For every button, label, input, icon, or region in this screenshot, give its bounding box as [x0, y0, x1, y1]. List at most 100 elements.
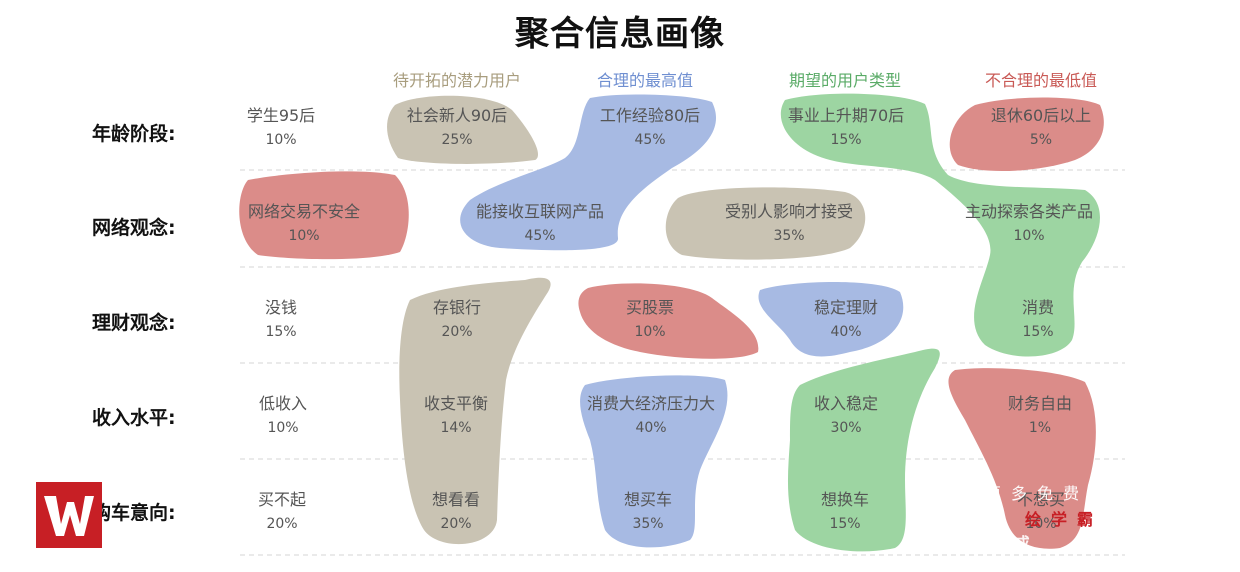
cell-name: 买不起: [257, 490, 306, 509]
cell-percent: 10%: [265, 132, 297, 148]
cell-car-look: 想看看 20%: [371, 489, 541, 535]
cell-name: 能接收互联网产品: [475, 202, 604, 221]
tan-blob-top: [387, 95, 538, 164]
blue-blob-middle: [758, 282, 904, 357]
row-label-internet: 网络观念:: [92, 217, 176, 239]
cell-finance-consume: 消费 15%: [953, 297, 1123, 343]
cell-name: 消费大经济压力大: [586, 394, 715, 413]
cell-age-career-rising: 事业上升期70后 15%: [761, 105, 931, 151]
cell-name: 想换车: [820, 490, 869, 509]
watermark-line-1: 更多免费: [985, 484, 1090, 503]
cell-percent: 45%: [524, 228, 556, 244]
cell-percent: 35%: [632, 516, 664, 532]
cell-finance-stable: 稳定理财 40%: [761, 297, 931, 343]
cell-percent: 45%: [634, 132, 666, 148]
red-blob-left: [239, 171, 409, 260]
cell-car-replace: 想换车 15%: [760, 489, 930, 535]
column-header-potential-users: 待开拓的潜力用户: [392, 71, 521, 90]
cell-name: 低收入: [258, 394, 307, 413]
cell-name: 稳定理财: [813, 298, 878, 317]
red-blob-bottom: [948, 368, 1096, 549]
cell-percent: 40%: [635, 420, 667, 436]
cell-name: 消费: [1021, 298, 1054, 317]
cell-name: 买股票: [625, 298, 674, 317]
cell-percent: 15%: [830, 132, 862, 148]
cell-percent: 25%: [441, 132, 473, 148]
blue-blob-bottom: [580, 375, 728, 548]
cell-name: 收支平衡: [423, 394, 488, 413]
cell-income-free: 财务自由 1%: [955, 393, 1125, 439]
cell-age-student: 学生95后 10%: [196, 105, 366, 151]
cell-name: 存银行: [432, 298, 481, 317]
tan-blob-bottom: [399, 277, 551, 545]
row-label-income: 收入水平:: [92, 407, 176, 429]
cell-name: 社会新人90后: [406, 106, 508, 125]
cell-income-balance: 收支平衡 14%: [371, 393, 541, 439]
cell-percent: 30%: [830, 420, 862, 436]
cell-name: 受别人影响才接受: [724, 202, 853, 221]
cell-finance-bank: 存银行 20%: [372, 297, 542, 343]
cell-income-low: 低收入 10%: [198, 393, 368, 439]
cell-percent: 10%: [1013, 228, 1045, 244]
cell-age-experienced: 工作经验80后 45%: [565, 105, 735, 151]
cell-percent: 40%: [830, 324, 862, 340]
red-blob-top: [949, 97, 1104, 172]
cell-age-newcomer: 社会新人90后 25%: [372, 105, 542, 151]
cell-percent: 10%: [267, 420, 299, 436]
cell-income-stable: 收入稳定 30%: [761, 393, 931, 439]
cell-percent: 14%: [440, 420, 472, 436]
cell-name: 退休60后以上: [990, 106, 1092, 125]
cell-car-not-want: 不想买 10%: [956, 489, 1126, 535]
cell-age-retired: 退休60后以上 5%: [956, 105, 1126, 151]
row-label-finance: 理财观念:: [92, 312, 176, 334]
cell-internet-unsafe: 网络交易不安全 10%: [219, 201, 389, 247]
cell-percent: 5%: [1029, 132, 1053, 148]
watermark-line-3: re或: [995, 534, 1030, 553]
cell-name: 想看看: [431, 490, 480, 509]
watermark-line-2: 绘学霸: [1025, 510, 1104, 529]
row-label-age: 年龄阶段:: [92, 123, 176, 145]
cell-finance-stock: 买股票 10%: [565, 297, 735, 343]
cell-percent: 10%: [288, 228, 320, 244]
red-blob-middle: [578, 283, 759, 359]
blue-blob-top: [460, 94, 717, 251]
cell-car-cannot-afford: 买不起 20%: [197, 489, 367, 535]
tan-blob-middle: [665, 187, 866, 260]
cell-percent: 20%: [441, 324, 473, 340]
cell-name: 收入稳定: [813, 394, 878, 413]
cell-internet-influenced: 受别人影响才接受 35%: [704, 201, 874, 247]
cell-percent: 1%: [1028, 420, 1052, 436]
cell-percent: 15%: [265, 324, 297, 340]
cell-percent: 10%: [634, 324, 666, 340]
cell-income-pressure: 消费大经济压力大 40%: [566, 393, 736, 439]
cell-name: 网络交易不安全: [247, 202, 360, 221]
cell-name: 主动探索各类产品: [964, 202, 1093, 221]
cell-percent: 20%: [266, 516, 298, 532]
cell-percent: 15%: [829, 516, 861, 532]
cell-finance-no-money: 没钱 15%: [196, 297, 366, 343]
cell-name: 事业上升期70后: [787, 106, 905, 125]
page-title: 聚合信息画像: [515, 14, 725, 54]
cell-car-buy: 想买车 35%: [563, 489, 733, 535]
column-header-expected-users: 期望的用户类型: [788, 71, 901, 90]
cell-name: 没钱: [264, 298, 297, 317]
watermark: 更多免费 绘学霸 re或: [985, 480, 1205, 553]
row-label-car-intent: 购车意向:: [92, 502, 176, 524]
cell-internet-accept: 能接收互联网产品 45%: [455, 201, 625, 247]
green-blob-bottom: [787, 348, 940, 552]
cell-percent: 20%: [440, 516, 472, 532]
green-blob-top: [780, 93, 1100, 357]
cell-name: 学生95后: [246, 106, 316, 125]
cell-name: 财务自由: [1007, 394, 1072, 413]
cell-internet-explore: 主动探索各类产品 10%: [944, 201, 1114, 247]
w-logo-icon: [36, 482, 102, 548]
cell-name: 不想买: [1016, 490, 1065, 509]
cell-percent: 15%: [1022, 324, 1054, 340]
cell-percent: 10%: [1025, 516, 1057, 532]
column-header-reasonable-max: 合理的最高值: [596, 71, 693, 90]
cell-name: 工作经验80后: [599, 106, 701, 125]
cell-percent: 35%: [773, 228, 805, 244]
column-header-unreasonable-min: 不合理的最低值: [984, 71, 1097, 90]
cell-name: 想买车: [623, 490, 672, 509]
